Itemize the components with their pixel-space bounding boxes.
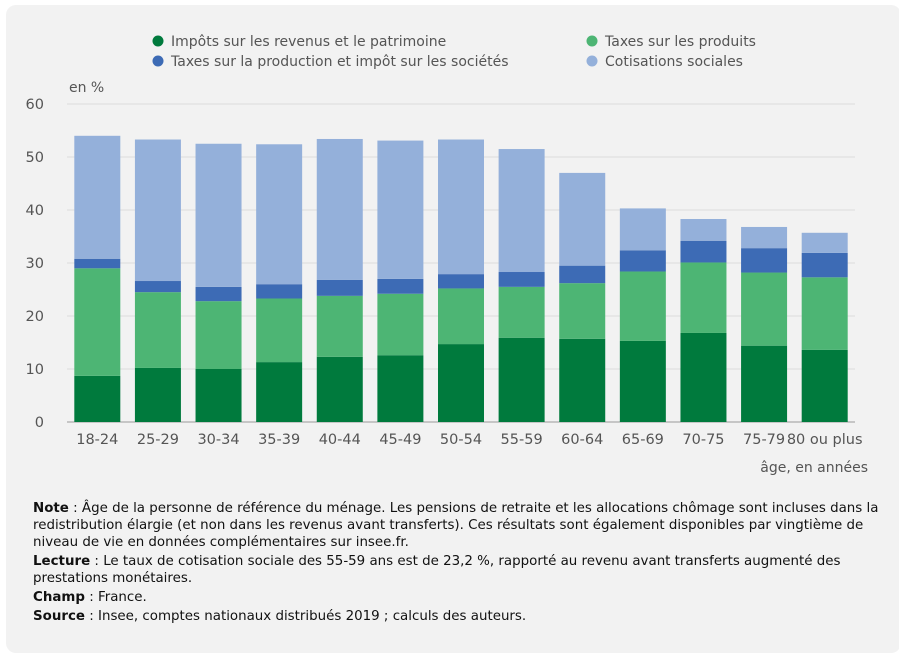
bar-segment (801, 232, 848, 253)
bar-segment (741, 345, 788, 422)
bar-segment (619, 208, 666, 251)
y-tick-label: 10 (26, 362, 44, 378)
x-tick-label: 55-59 (501, 432, 543, 448)
bar-segment (74, 135, 121, 259)
bar-segment (195, 369, 242, 422)
bar-segment (559, 172, 606, 266)
note-text: : Âge de la personne de référence du mén… (33, 501, 879, 550)
y-tick-label: 0 (35, 415, 44, 431)
bar-segment (801, 252, 848, 278)
y-unit-label: en % (69, 80, 104, 96)
x-tick-label: 30-34 (197, 432, 239, 448)
bar-segment (256, 284, 303, 299)
note-paragraph: Note : Âge de la personne de référence d… (33, 501, 885, 551)
legend-marker (152, 55, 164, 67)
source-paragraph: Source : Insee, comptes nationaux distri… (33, 609, 885, 626)
bar-segment (680, 240, 727, 263)
bar-segment (74, 268, 121, 376)
bar-segment (256, 298, 303, 363)
bar-segment (680, 219, 727, 241)
bar-segment (134, 367, 181, 422)
bar-segment (316, 295, 363, 357)
x-tick-label: 70-75 (682, 432, 724, 448)
legend-label: Cotisations sociales (605, 54, 743, 70)
bar-segment (256, 144, 303, 285)
bar-segment (619, 271, 666, 341)
y-tick-label: 20 (26, 309, 44, 325)
bar-segment (680, 262, 727, 333)
bar-segment (438, 344, 484, 422)
champ-paragraph: Champ : France. (33, 590, 885, 607)
note-label: Note (33, 501, 69, 516)
x-axis-title: âge, en années (760, 460, 868, 476)
x-tick-label: 60-64 (561, 432, 603, 448)
x-tick-label: 25-29 (137, 432, 179, 448)
bar-segment (680, 332, 727, 422)
source-text: : Insee, comptes nationaux distribués 20… (85, 609, 527, 625)
legend-label: Impôts sur les revenus et le patrimoine (171, 34, 446, 50)
bar-segment (438, 139, 484, 275)
bar-segment (619, 250, 666, 272)
bar-segment (134, 281, 181, 293)
bar-segment (316, 356, 363, 422)
bar-segment (195, 301, 242, 369)
x-tick-label: 45-49 (379, 432, 421, 448)
x-tick-label: 35-39 (258, 432, 300, 448)
bar-segment (741, 226, 788, 249)
bar-segment (559, 338, 606, 422)
lecture-label: Lecture (33, 553, 91, 569)
bar-segment (316, 279, 363, 296)
bar-segment (438, 288, 484, 345)
chart-notes: Note : Âge de la personne de référence d… (33, 501, 885, 629)
x-tick-label: 50-54 (440, 432, 482, 448)
bar-segment (377, 140, 424, 279)
bar-segment (316, 138, 363, 280)
y-tick-label: 40 (26, 203, 44, 219)
legend-marker (152, 35, 164, 47)
bar-segment (559, 283, 606, 339)
legend-label: Taxes sur la production et impôt sur les… (170, 54, 509, 70)
bar-segment (741, 248, 788, 273)
bar-segment (498, 337, 545, 422)
bar-segment (498, 149, 545, 273)
bar-segment (195, 143, 242, 287)
bar-segment (195, 286, 242, 302)
bar-segment (256, 362, 303, 422)
champ-text: : France. (84, 589, 147, 605)
bar-segment (498, 286, 545, 338)
bar-segment (134, 139, 181, 282)
bar-segment (559, 265, 606, 284)
bar-segment (74, 258, 121, 269)
bar-segment (134, 292, 181, 368)
y-tick-label: 60 (26, 97, 44, 113)
champ-label: Champ (33, 589, 85, 605)
y-tick-label: 50 (26, 150, 44, 166)
bar-segment (619, 340, 666, 422)
x-tick-label: 65-69 (622, 432, 664, 448)
source-label: Source (33, 609, 85, 625)
bar-segment (377, 293, 424, 356)
x-tick-label: 40-44 (319, 432, 361, 448)
x-tick-label: 18-24 (76, 432, 118, 448)
x-tick-label: 80 ou plus (787, 432, 863, 448)
y-tick-label: 30 (26, 256, 44, 272)
legend-label: Taxes sur les produits (604, 34, 756, 50)
bar-segment (741, 272, 788, 346)
legend-marker (586, 35, 598, 47)
x-tick-label: 75-79 (743, 432, 785, 448)
lecture-text: : Le taux de cotisation sociale des 55-5… (33, 553, 841, 586)
bar-segment (74, 375, 121, 422)
bar-segment (498, 272, 545, 287)
lecture-paragraph: Lecture : Le taux de cotisation sociale … (33, 554, 885, 588)
bar-segment (377, 278, 424, 294)
bar-segment (801, 349, 848, 422)
bar-segment (377, 355, 424, 422)
legend-marker (586, 55, 598, 67)
bar-segment (438, 274, 484, 289)
bar-segment (801, 277, 848, 350)
